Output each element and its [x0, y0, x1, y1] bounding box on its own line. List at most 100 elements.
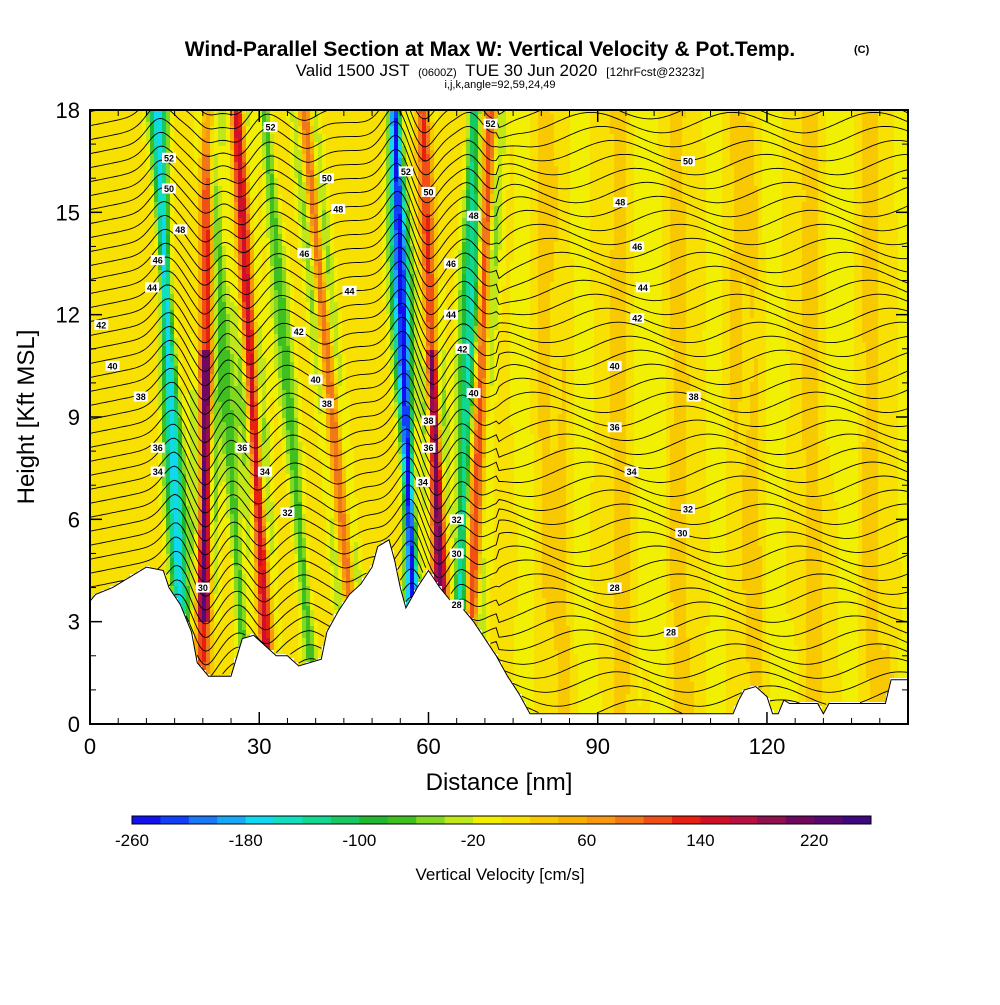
velocity-cell [174, 582, 178, 586]
velocity-cell [98, 546, 102, 550]
velocity-cell [106, 394, 110, 398]
velocity-cell [230, 174, 234, 178]
velocity-cell [198, 430, 202, 434]
velocity-cell [226, 486, 230, 490]
velocity-cell [234, 582, 238, 586]
velocity-cell [242, 218, 246, 222]
velocity-cell [158, 234, 162, 238]
velocity-cell [142, 194, 146, 198]
velocity-cell [182, 414, 186, 418]
velocity-cell [134, 458, 138, 462]
velocity-cell [146, 522, 150, 526]
velocity-cell [122, 414, 126, 418]
velocity-cell [190, 486, 194, 490]
velocity-cell [230, 278, 234, 282]
velocity-cell [134, 538, 138, 542]
velocity-cell [102, 466, 106, 470]
velocity-cell [94, 266, 98, 270]
velocity-cell [162, 266, 166, 270]
velocity-cell [238, 514, 242, 518]
velocity-cell [194, 338, 198, 342]
velocity-cell [122, 534, 126, 538]
velocity-cell [174, 118, 178, 122]
velocity-cell [214, 394, 218, 398]
velocity-cell [126, 302, 130, 306]
velocity-cell [238, 282, 242, 286]
velocity-cell [222, 434, 226, 438]
velocity-cell [214, 122, 218, 126]
velocity-cell [234, 578, 238, 582]
velocity-cell [122, 294, 126, 298]
velocity-cell [110, 222, 114, 226]
velocity-cell [130, 378, 134, 382]
velocity-cell [238, 558, 242, 562]
velocity-cell [114, 294, 118, 298]
velocity-cell [206, 362, 210, 366]
velocity-cell [102, 490, 106, 494]
velocity-cell [238, 170, 242, 174]
velocity-cell [166, 114, 170, 118]
velocity-cell [234, 586, 238, 590]
velocity-cell [98, 310, 102, 314]
velocity-cell [94, 510, 98, 514]
velocity-cell [106, 282, 110, 286]
velocity-cell [94, 494, 98, 498]
velocity-cell [202, 618, 206, 622]
velocity-cell [214, 130, 218, 134]
velocity-cell [194, 310, 198, 314]
velocity-cell [214, 494, 218, 498]
velocity-cell [130, 202, 134, 206]
velocity-cell [230, 450, 234, 454]
velocity-cell [154, 214, 158, 218]
velocity-cell [226, 338, 230, 342]
velocity-cell [134, 146, 138, 150]
velocity-cell [194, 186, 198, 190]
velocity-cell [218, 290, 222, 294]
velocity-cell [206, 626, 210, 630]
velocity-cell [134, 206, 138, 210]
velocity-cell [110, 278, 114, 282]
velocity-cell [126, 290, 130, 294]
velocity-cell [130, 134, 134, 138]
velocity-cell [206, 390, 210, 394]
velocity-cell [186, 530, 190, 534]
velocity-cell [166, 534, 170, 538]
velocity-cell [230, 566, 234, 570]
velocity-cell [150, 126, 154, 130]
velocity-cell [102, 222, 106, 226]
velocity-cell [94, 426, 98, 430]
velocity-cell [186, 286, 190, 290]
velocity-cell [130, 166, 134, 170]
velocity-cell [214, 462, 218, 466]
velocity-cell [218, 226, 222, 230]
velocity-cell [182, 482, 186, 486]
velocity-cell [178, 166, 182, 170]
velocity-cell [198, 554, 202, 558]
velocity-cell [150, 234, 154, 238]
velocity-cell [202, 506, 206, 510]
velocity-cell [214, 266, 218, 270]
velocity-cell [222, 566, 226, 570]
velocity-cell [210, 486, 214, 490]
velocity-cell [242, 130, 246, 134]
velocity-cell [218, 514, 222, 518]
velocity-cell [98, 366, 102, 370]
velocity-cell [106, 294, 110, 298]
velocity-cell [226, 270, 230, 274]
velocity-cell [162, 126, 166, 130]
velocity-cell [138, 202, 142, 206]
velocity-cell [134, 250, 138, 254]
velocity-cell [134, 498, 138, 502]
velocity-cell [130, 138, 134, 142]
velocity-cell [238, 466, 242, 470]
velocity-cell [114, 390, 118, 394]
velocity-cell [146, 454, 150, 458]
velocity-cell [242, 626, 246, 630]
velocity-cell [94, 126, 98, 130]
velocity-cell [230, 134, 234, 138]
velocity-cell [126, 398, 130, 402]
velocity-cell [214, 142, 218, 146]
velocity-cell [246, 330, 250, 334]
velocity-cell [210, 330, 214, 334]
velocity-cell [98, 434, 102, 438]
